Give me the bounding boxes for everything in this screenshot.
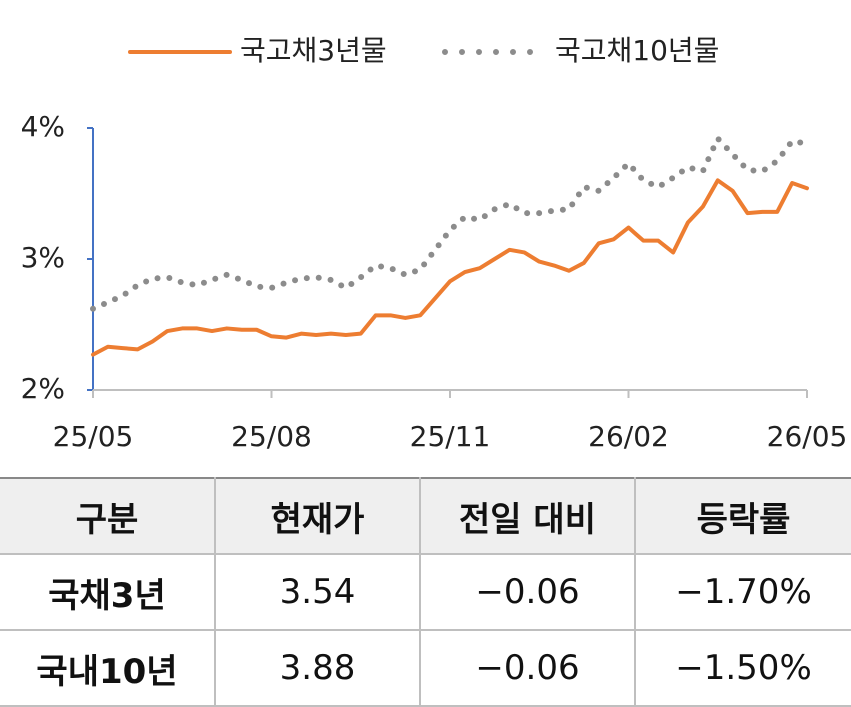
- header-cell: 현재가: [214, 477, 421, 555]
- table-cell: 3.54: [214, 553, 421, 631]
- y-tick-label: 2%: [21, 372, 65, 405]
- x-tick-label: 26/05: [767, 420, 848, 453]
- row-header: 국채3년: [0, 553, 216, 631]
- table-cell: −0.06: [419, 553, 636, 631]
- header-cell: 전일 대비: [419, 477, 636, 555]
- x-tick-label: 25/05: [53, 420, 134, 453]
- chart: 2% 3% 4% 25/05 25/08 25/11 26/02 26/05 국고채3년물 국고채…: [21, 34, 848, 453]
- legend-label: 국고채10년물: [555, 34, 719, 67]
- x-tick-label: 25/08: [231, 420, 312, 453]
- table-row: 국채3년 3.54 −0.06 −1.70%: [0, 553, 851, 631]
- table-cell: −0.06: [419, 629, 636, 707]
- legend-label: 국고채3년물: [240, 34, 387, 67]
- row-header: 국내10년: [0, 629, 216, 707]
- table-row: 국내10년 3.88 −0.06 −1.50%: [0, 629, 851, 707]
- y-tick-label: 3%: [21, 241, 65, 274]
- x-tick-label: 26/02: [588, 420, 669, 453]
- header-row: 구분 현재가 전일 대비 등락률: [0, 477, 851, 555]
- table-body: 구분 현재가 전일 대비 등락률 국채3년 3.54 −0.06 −1.70% 국내10년 3.8…: [0, 477, 851, 707]
- table-cell: −1.50%: [634, 629, 851, 707]
- header-cell: 등락률: [634, 477, 851, 555]
- line-series: [91, 178, 809, 357]
- summary-table: 구분 현재가 전일 대비 등락률 국채3년 3.54 −0.06 −1.70% 국내10년 3.8…: [0, 477, 851, 707]
- table-cell: 3.88: [214, 629, 421, 707]
- y-tick-label: 4%: [21, 110, 65, 143]
- table-cell: −1.70%: [634, 553, 851, 631]
- x-tick-label: 25/11: [410, 420, 491, 453]
- header-cell: 구분: [0, 477, 216, 555]
